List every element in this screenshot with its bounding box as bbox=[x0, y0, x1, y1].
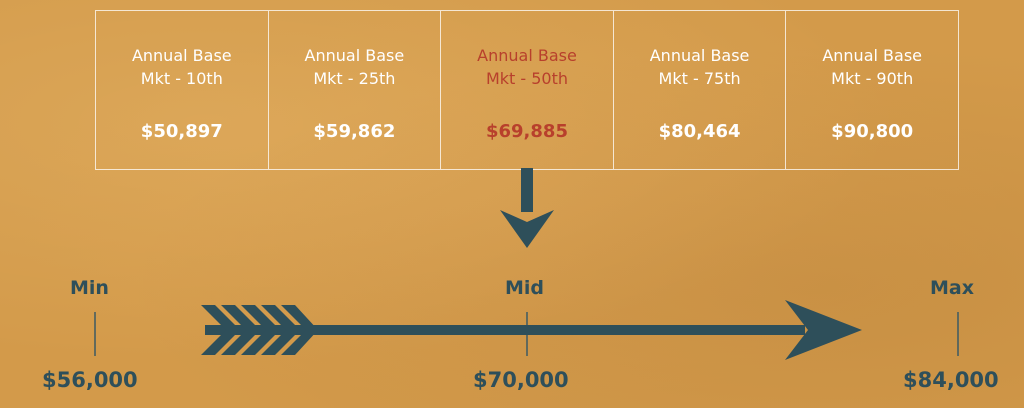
col-value: $69,885 bbox=[485, 121, 568, 142]
col-value: $80,464 bbox=[658, 121, 741, 142]
percentile-col-75th: Annual Base Mkt - 75th $80,464 bbox=[614, 11, 787, 169]
col-title-line1: Annual Base bbox=[131, 46, 232, 65]
percentile-col-50th: Annual Base Mkt - 50th $69,885 bbox=[441, 11, 614, 169]
mid-label: Mid bbox=[505, 277, 545, 299]
col-title-line1: Annual Base bbox=[822, 46, 922, 65]
col-title-line2: Mkt - 10th bbox=[140, 69, 223, 88]
range-arrow-icon bbox=[201, 300, 862, 360]
col-title-line2: Mkt - 75th bbox=[658, 69, 741, 88]
col-title-line2: Mkt - 50th bbox=[485, 69, 569, 88]
percentile-col-25th: Annual Base Mkt - 25th $59,862 bbox=[269, 11, 442, 169]
percentile-col-10th: Annual Base Mkt - 10th $50,897 bbox=[96, 11, 269, 169]
col-title-line2: Mkt - 25th bbox=[313, 69, 396, 88]
mid-value: $70,000 bbox=[473, 368, 569, 392]
col-title-line1: Annual Base bbox=[304, 46, 405, 65]
col-title-line1: Annual Base bbox=[649, 46, 750, 65]
max-label: Max bbox=[930, 277, 974, 299]
min-value: $56,000 bbox=[42, 368, 138, 392]
col-title-line1: Annual Base bbox=[477, 46, 577, 65]
min-label: Min bbox=[70, 277, 109, 299]
percentile-table: Annual Base Mkt - 10th $50,897 Annual Ba… bbox=[95, 10, 959, 170]
percentile-col-90th: Annual Base Mkt - 90th $90,800 bbox=[786, 11, 958, 169]
col-value: $59,862 bbox=[313, 121, 396, 142]
col-value: $90,800 bbox=[831, 121, 914, 142]
col-title-line2: Mkt - 90th bbox=[831, 69, 914, 88]
col-value: $50,897 bbox=[140, 121, 223, 142]
down-arrow-icon bbox=[500, 168, 554, 248]
max-value: $84,000 bbox=[903, 368, 999, 392]
